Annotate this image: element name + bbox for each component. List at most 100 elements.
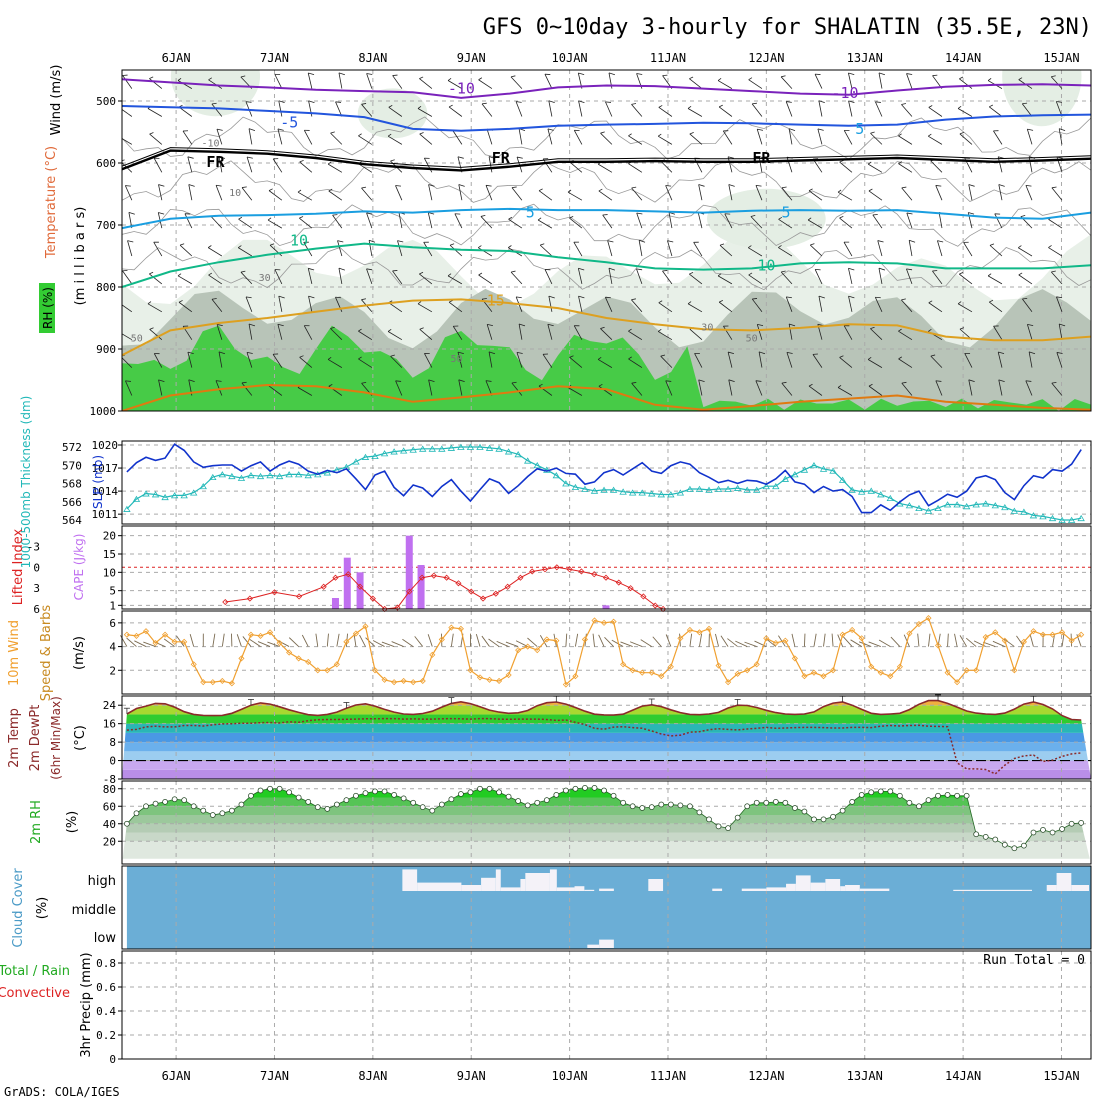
high-cloud-block: [461, 885, 482, 891]
rh-marker: [229, 807, 235, 814]
wind-barb: [518, 323, 523, 340]
rh-marker: [620, 799, 626, 806]
stability-panel: 20 15 10 51 -3 0 3 6 Lifted Index CAPE (J/kg): [11, 526, 1091, 616]
wind-barb: [988, 106, 1003, 117]
wind-barb-flag: [786, 352, 793, 354]
contour-label: -10: [448, 80, 475, 98]
rh-marker: [124, 820, 130, 827]
wind-barb: [448, 301, 463, 313]
wind-barb: [628, 358, 643, 368]
humidity-frame: [121, 780, 1092, 865]
wind-barb: [823, 633, 826, 647]
wind-barb: [998, 379, 1003, 396]
thickness-marker: [161, 493, 169, 501]
wind-barb-flag: [358, 133, 362, 137]
wind-barb: [994, 213, 1003, 229]
wind-barb: [660, 355, 673, 368]
wind-speed-marker: [896, 663, 903, 670]
wind-barb: [689, 633, 693, 647]
wind-barb: [957, 108, 973, 117]
thickness-marker: [533, 461, 541, 469]
slp-axis-label: SLP (mb): [91, 455, 105, 509]
wind-barb: [414, 636, 424, 647]
wind-barb: [906, 73, 913, 89]
wind-barb-flag: [538, 188, 543, 192]
rh-marker: [715, 823, 722, 830]
wind-speed-marker: [200, 679, 207, 686]
wind-barb-flag: [241, 186, 247, 188]
lifted-index-marker: [345, 571, 352, 578]
lifted-index-marker: [357, 583, 364, 590]
wind-barb: [330, 328, 343, 340]
wind-barb: [508, 218, 523, 229]
wind-speed-marker: [209, 679, 216, 686]
temperature-band: [122, 723, 1091, 733]
wind-barb-flag: [337, 240, 344, 243]
wind-barb: [288, 637, 299, 647]
thickness-marker: [1077, 514, 1085, 522]
wind-barb: [728, 184, 733, 201]
thickness-marker: [857, 488, 866, 495]
wind-speed-marker: [257, 632, 264, 639]
wind-barb: [573, 325, 583, 340]
wind-barb-flag: [338, 267, 345, 271]
wind-barb-flag: [240, 75, 246, 78]
wind-barb: [578, 296, 583, 312]
wind-speed-axis-label: Speed & Barbs: [39, 605, 54, 702]
wind-barb-flag: [665, 380, 672, 382]
rh-marker: [639, 805, 646, 811]
wind-barb: [662, 270, 673, 285]
wind-barb: [327, 163, 343, 173]
wind-barb-flag: [246, 351, 253, 354]
wind-barb-flag: [457, 156, 464, 159]
wind-barb: [221, 633, 225, 647]
wind-barb: [361, 104, 373, 117]
wind-barb-flag: [906, 212, 913, 215]
high-cloud-block: [1056, 873, 1072, 891]
rh-marker: [1049, 829, 1056, 836]
rh-shade-patch: [1002, 70, 1082, 127]
lifted-index-marker: [246, 595, 253, 602]
wind-barb-flag: [485, 380, 492, 382]
wind-barb-flag: [397, 240, 404, 243]
rh-marker: [477, 785, 483, 792]
wind-barb: [122, 138, 133, 145]
wind-barb: [604, 636, 614, 647]
wind-barb-flag: [118, 134, 121, 136]
thickness-marker: [743, 486, 751, 493]
wind-speed-marker: [915, 620, 923, 628]
thickness-marker: [733, 484, 742, 491]
thickness-marker: [600, 486, 608, 493]
wind-barb-flag: [698, 184, 705, 187]
wind-barb: [843, 636, 853, 647]
wind-barb: [878, 268, 883, 284]
wind-barb: [269, 244, 283, 257]
slp-tick-label: 1020: [92, 439, 119, 452]
wind-barb: [628, 163, 643, 173]
rh-marker: [257, 787, 264, 794]
thickness-marker: [523, 457, 532, 464]
lifted-index-tick-label: 3: [33, 582, 40, 595]
wind-barb: [987, 275, 1003, 285]
thickness-marker: [972, 501, 980, 508]
wind-barb: [417, 303, 433, 313]
wind-barb: [1058, 128, 1063, 145]
wind-barb: [878, 639, 891, 647]
wind-barb-flag: [1018, 272, 1023, 276]
wind-barb: [297, 387, 313, 396]
rh-marker: [152, 800, 159, 807]
wind-barb: [457, 351, 463, 368]
y-tick-label: -8: [103, 773, 116, 786]
wind-barb-flag: [358, 356, 362, 360]
wind-barb: [992, 640, 1006, 647]
temperature-band: [122, 705, 1091, 715]
wind-barb-flag: [428, 379, 435, 382]
wind-barb: [419, 273, 433, 285]
wind-barb-flag: [636, 73, 643, 75]
rh-marker: [963, 792, 970, 799]
wind-barb-flag: [297, 189, 302, 193]
run-total-label: Run Total = 0: [983, 953, 1085, 968]
high-cloud-block: [953, 889, 1032, 891]
wind-barb-flag: [547, 323, 554, 327]
wind-speed-marker: [696, 629, 703, 636]
